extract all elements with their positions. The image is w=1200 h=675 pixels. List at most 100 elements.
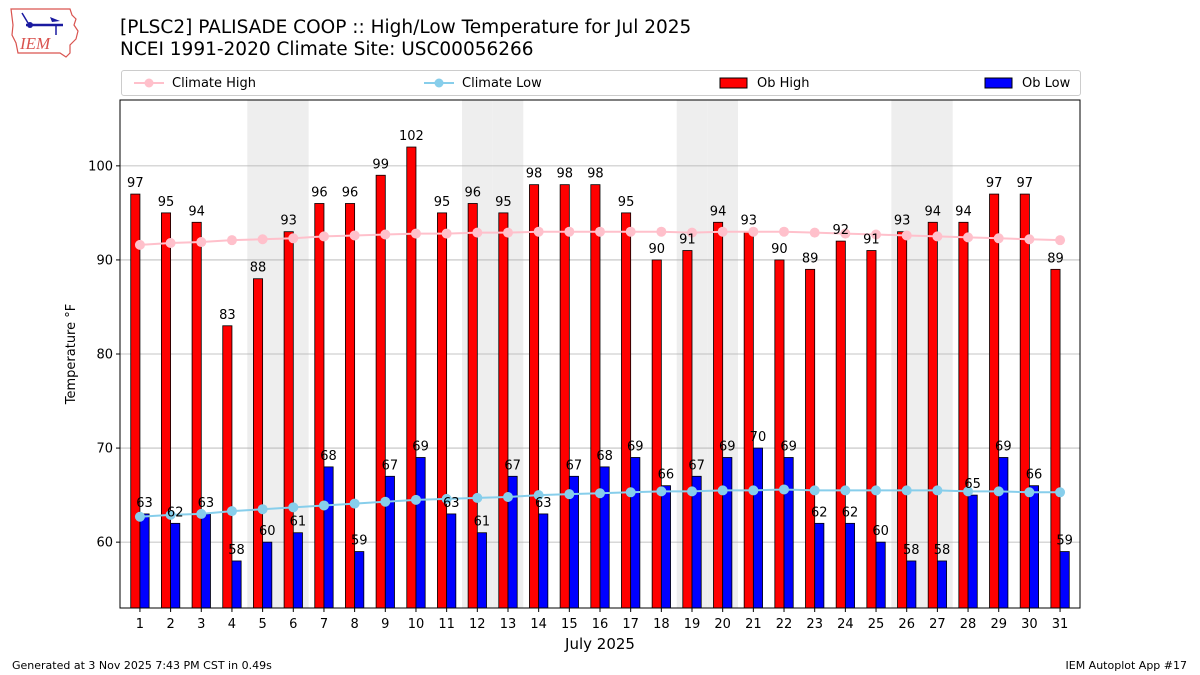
climate-high-point: [288, 233, 299, 244]
climate-high-point: [871, 229, 882, 240]
x-tick-label: 11: [438, 617, 455, 632]
climate-high-point: [993, 233, 1004, 244]
ob-high-bar: [682, 250, 693, 609]
ob-low-label: 62: [167, 505, 184, 520]
ob-low-label: 63: [535, 496, 552, 511]
ob-high-bar: [529, 184, 540, 609]
ob-high-label: 96: [342, 185, 359, 200]
ob-high-swatch-icon: [719, 77, 748, 89]
legend-label: Ob Low: [1022, 75, 1071, 91]
x-tick-label: 25: [868, 617, 885, 632]
ob-low-bar: [323, 466, 334, 609]
ob-low-swatch-icon: [984, 77, 1013, 89]
climate-high-point: [717, 226, 728, 237]
ob-low-label: 67: [504, 458, 521, 473]
ob-low-label: 63: [198, 496, 215, 511]
ob-low-label: 60: [259, 524, 276, 539]
climate-high-point: [349, 230, 360, 241]
climate-low-point: [564, 489, 575, 500]
climate-low-point: [779, 484, 790, 495]
ob-high-label: 91: [863, 233, 880, 248]
ob-low-label: 69: [627, 439, 644, 454]
ob-high-bar: [713, 221, 724, 609]
ob-high-bar: [130, 193, 141, 609]
ob-low-label: 69: [780, 439, 797, 454]
climate-high-point: [226, 235, 237, 246]
climate-low-point: [687, 486, 698, 497]
climate-low-point: [840, 485, 851, 496]
x-tick-label: 2: [166, 617, 174, 632]
ob-high-label: 93: [740, 214, 757, 229]
climate-low-point: [993, 486, 1004, 497]
ob-high-label: 95: [158, 195, 175, 210]
y-axis-label: Temperature °F: [64, 304, 79, 405]
climate-high-point: [748, 226, 759, 237]
ob-high-label: 83: [219, 308, 236, 323]
x-tick-label: 19: [684, 617, 701, 632]
climate-high-point: [963, 232, 974, 243]
x-tick-label: 16: [592, 617, 609, 632]
x-tick-label: 10: [408, 617, 425, 632]
ob-high-label: 89: [1047, 251, 1064, 266]
ob-low-bar: [844, 522, 855, 609]
x-tick-label: 5: [258, 617, 266, 632]
ob-high-bar: [958, 221, 969, 609]
ob-low-bar: [1059, 551, 1070, 609]
x-tick-label: 24: [837, 617, 854, 632]
ob-low-bar: [722, 457, 733, 609]
ob-high-label: 95: [434, 195, 451, 210]
climate-low-point: [165, 509, 176, 520]
x-tick-label: 3: [197, 617, 205, 632]
climate-high-point: [687, 227, 698, 238]
ob-high-label: 94: [955, 204, 972, 219]
x-tick-label: 27: [929, 617, 946, 632]
climate-low-point: [595, 488, 605, 499]
climate-high-point: [441, 228, 452, 239]
climate-low-point: [318, 500, 329, 511]
ob-low-label: 69: [719, 439, 736, 454]
ob-low-label: 58: [934, 543, 951, 558]
x-tick-label: 30: [1021, 617, 1038, 632]
ob-high-bar: [774, 259, 785, 609]
x-tick-label: 4: [228, 617, 236, 632]
ob-high-label: 97: [127, 176, 144, 191]
ob-high-label: 97: [986, 176, 1003, 191]
app-label: IEM Autoplot App #17: [1065, 659, 1188, 672]
x-tick-label: 8: [350, 617, 358, 632]
ob-low-bar: [752, 447, 763, 609]
climate-high-point: [318, 231, 329, 242]
ob-high-bar: [651, 259, 662, 609]
ob-high-bar: [559, 184, 570, 609]
climate-high-point: [165, 237, 176, 248]
ob-high-bar: [467, 203, 478, 609]
ob-high-bar: [1050, 268, 1061, 609]
ob-low-label: 67: [382, 458, 399, 473]
climate-low-point: [533, 490, 544, 501]
x-tick-label: 17: [622, 617, 639, 632]
plot-frame: [119, 99, 1081, 609]
ob-low-label: 62: [842, 505, 859, 520]
ob-high-label: 93: [280, 214, 297, 229]
ob-low-bar: [262, 541, 273, 609]
ob-high-label: 96: [464, 185, 481, 200]
climate-high-line-icon: [134, 78, 164, 88]
y-tick-label: 80: [96, 348, 113, 363]
ob-high-bar: [406, 146, 417, 609]
ob-high-bar: [590, 184, 601, 609]
ob-low-label: 59: [351, 534, 368, 549]
ob-low-label: 69: [995, 439, 1012, 454]
ob-high-label: 90: [648, 242, 665, 257]
ob-high-label: 94: [925, 204, 942, 219]
ob-low-label: 70: [750, 430, 767, 445]
ob-high-bar: [1019, 193, 1030, 609]
x-tick-label: 12: [469, 617, 486, 632]
ob-high-label: 94: [710, 204, 727, 219]
climate-low-point: [349, 498, 360, 509]
ob-high-bar: [621, 212, 632, 609]
climate-low-point: [257, 504, 268, 515]
ob-high-label: 98: [556, 167, 573, 182]
ob-low-label: 63: [136, 496, 153, 511]
ob-low-bar: [415, 457, 426, 609]
ob-low-label: 66: [658, 468, 675, 483]
ob-low-bar: [446, 513, 457, 609]
